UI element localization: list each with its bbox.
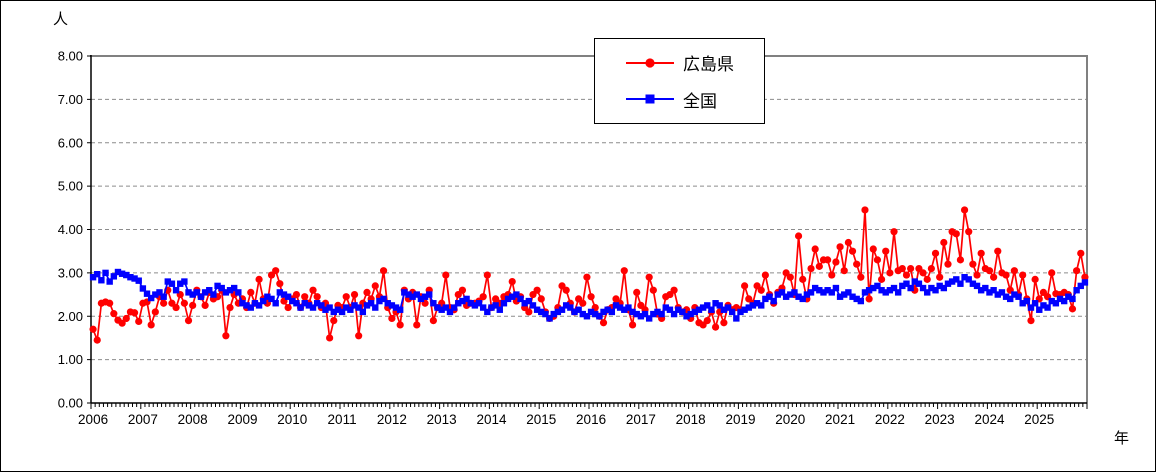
legend: 広島県 全国 bbox=[594, 38, 765, 124]
svg-text:2017: 2017 bbox=[626, 412, 656, 427]
svg-text:2007: 2007 bbox=[128, 412, 158, 427]
svg-text:2013: 2013 bbox=[427, 412, 457, 427]
x-axis-year-labels: 2006 2007 2008 2009 2010 2011 2012 2013 2014 2015… bbox=[78, 412, 1054, 427]
legend-item-hiroshima: 広島県 bbox=[625, 50, 764, 75]
svg-text:2025: 2025 bbox=[1024, 412, 1054, 427]
zenkoku-line-square-marker-icon bbox=[626, 94, 674, 104]
svg-text:1.00: 1.00 bbox=[58, 352, 83, 367]
svg-text:3.00: 3.00 bbox=[58, 265, 83, 280]
svg-text:6.00: 6.00 bbox=[58, 135, 83, 150]
svg-text:2009: 2009 bbox=[227, 412, 257, 427]
svg-text:2010: 2010 bbox=[277, 412, 307, 427]
hiroshima-line-circle-marker-icon bbox=[626, 58, 674, 68]
svg-text:2024: 2024 bbox=[974, 412, 1005, 427]
x-axis-month-ticks bbox=[90, 403, 1088, 409]
y-axis-ticks-and-labels: 0.00 1.00 2.00 3.00 4.00 5.00 6.00 7.00 8.00 bbox=[58, 49, 91, 411]
svg-text:0.00: 0.00 bbox=[58, 396, 83, 411]
legend-label-hiroshima: 広島県 bbox=[683, 55, 734, 75]
x-axis-unit-label: 年 bbox=[1114, 430, 1130, 447]
svg-text:2014: 2014 bbox=[476, 412, 507, 427]
svg-text:2018: 2018 bbox=[676, 412, 706, 427]
svg-text:2023: 2023 bbox=[925, 412, 955, 427]
series-hiroshima bbox=[89, 206, 1089, 344]
svg-text:5.00: 5.00 bbox=[58, 179, 83, 194]
legend-item-zenkoku: 全国 bbox=[625, 87, 764, 112]
svg-text:2006: 2006 bbox=[78, 412, 108, 427]
svg-text:2020: 2020 bbox=[775, 412, 805, 427]
svg-text:2016: 2016 bbox=[576, 412, 606, 427]
svg-text:2.00: 2.00 bbox=[58, 309, 83, 324]
svg-text:2021: 2021 bbox=[825, 412, 855, 427]
svg-text:7.00: 7.00 bbox=[58, 92, 83, 107]
svg-text:2011: 2011 bbox=[328, 412, 357, 427]
legend-label-zenkoku: 全国 bbox=[683, 91, 717, 111]
svg-text:2022: 2022 bbox=[875, 412, 905, 427]
svg-text:2015: 2015 bbox=[526, 412, 556, 427]
svg-text:2019: 2019 bbox=[725, 412, 755, 427]
svg-text:8.00: 8.00 bbox=[58, 49, 83, 64]
y-axis-unit-label: 人 bbox=[53, 11, 69, 28]
svg-text:2008: 2008 bbox=[178, 412, 208, 427]
series-zenkoku bbox=[89, 268, 1089, 322]
svg-text:4.00: 4.00 bbox=[58, 222, 83, 237]
gridlines bbox=[91, 98, 1087, 361]
svg-text:2012: 2012 bbox=[377, 412, 407, 427]
